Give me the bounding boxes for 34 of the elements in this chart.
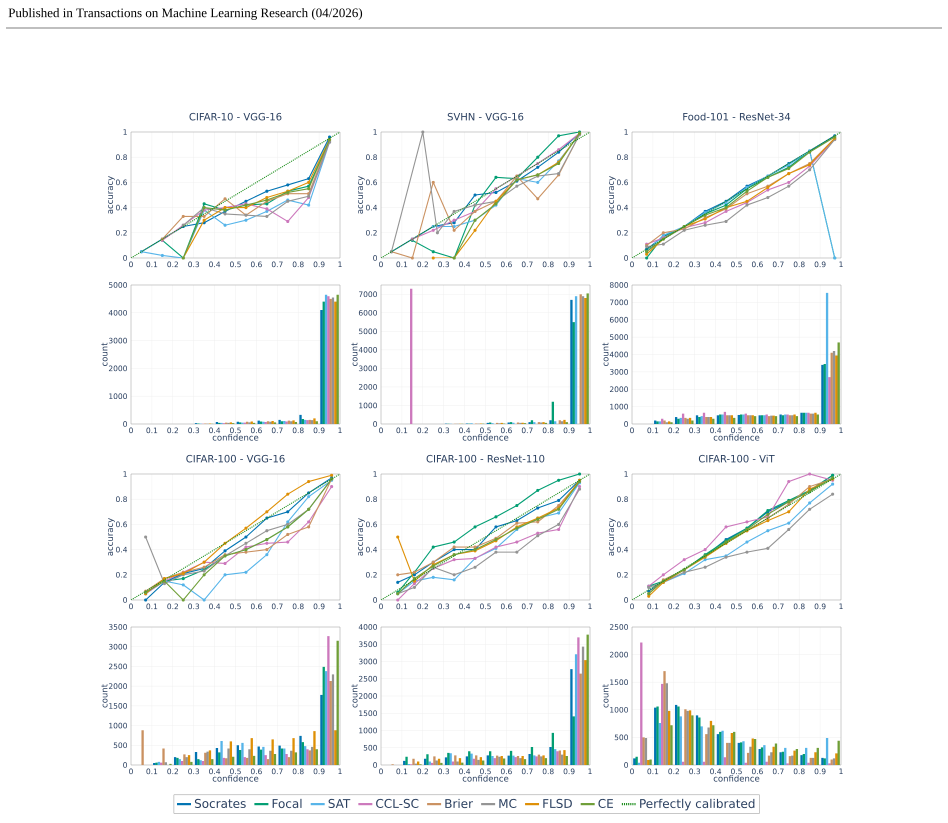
legend-label: Brier [445,798,474,808]
x-axis-title: confidence [462,434,508,441]
chart-title: SVHN - VGG-16 [448,112,524,120]
y-axis-title: count [101,342,108,366]
y-axis-title: accuracy [108,176,115,214]
x-axis-title: confidence [714,434,760,441]
legend-label: Focal [272,798,302,808]
legend-label: SAT [328,798,350,808]
legend-label: CE [598,798,613,808]
legend-label: MC [499,798,516,808]
x-axis-title: confidence [212,775,258,782]
chart-title: CIFAR-100 - ResNet-110 [426,454,544,462]
y-axis-title: count [351,684,358,708]
y-axis-title: accuracy [358,176,365,214]
y-axis-title: accuracy [108,518,115,556]
x-axis-title: confidence [714,775,760,782]
x-axis-title: confidence [212,434,258,441]
chart-title: CIFAR-10 - VGG-16 [190,112,282,120]
x-axis-title: confidence [462,775,508,782]
y-axis-title: accuracy [609,176,616,214]
text: Published in Transactions on Machine Learning Research (04/2026) [8,8,362,20]
legend-label: CCL-SC [376,798,418,808]
y-axis-title: count [101,684,108,708]
chart-title: CIFAR-100 - VGG-16 [186,454,285,462]
legend-label: FLSD [543,798,572,808]
chart-title: Food-101 - ResNet-34 [683,112,790,120]
y-axis-title: accuracy [609,518,616,556]
legend-label: Perfectly calibrated [640,798,754,810]
legend-label: Socrates [194,798,246,808]
chart-title: CIFAR-100 - ViT [698,454,775,462]
y-axis-title: count [351,342,358,366]
y-axis-title: accuracy [358,518,365,556]
y-axis-title: count [602,684,609,708]
y-axis-title: count [602,342,609,366]
